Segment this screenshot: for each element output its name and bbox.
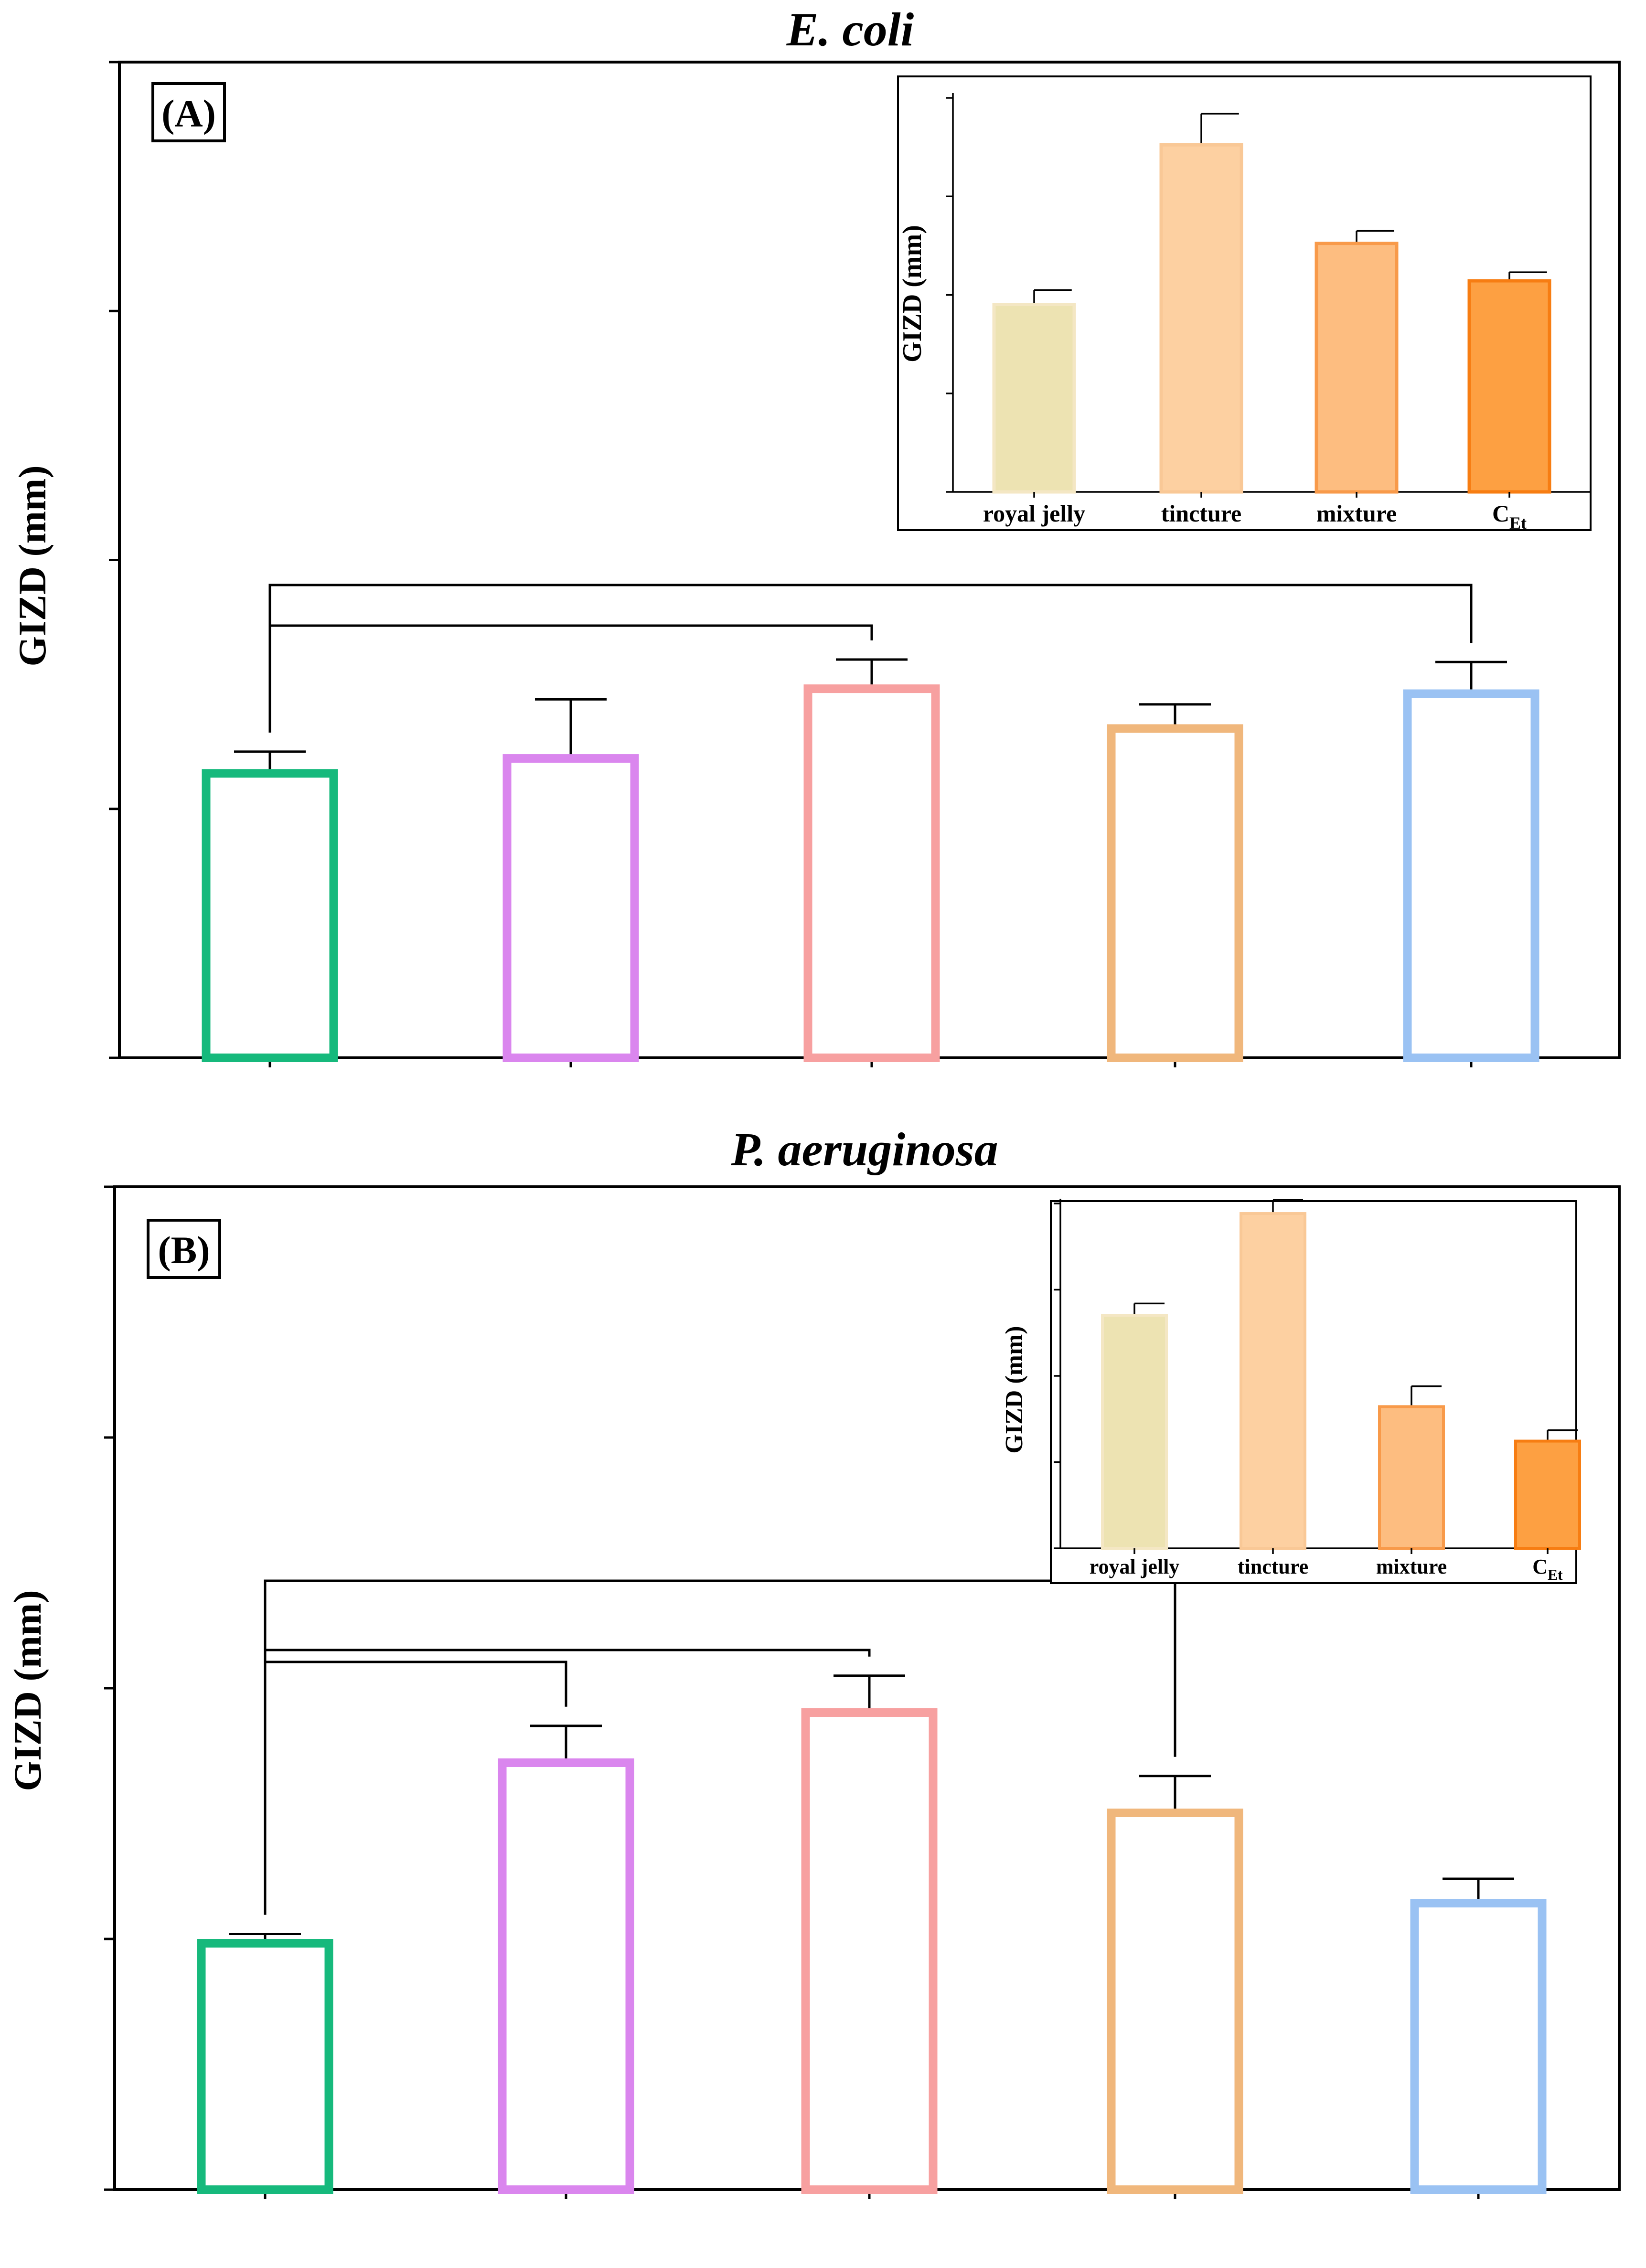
bar-am <box>1410 1899 1547 2194</box>
panel-b-y-axis-label: GIZD (mm) <box>6 1590 49 1791</box>
inset-x-label-subscript: Et <box>1548 1566 1563 1583</box>
inset-x-label-cet: CEt <box>1532 1555 1563 1583</box>
panel-b-tag: (B) <box>158 1228 210 1272</box>
panel-a-y-ticks <box>109 61 119 1059</box>
inset-x-label-text: tincture <box>1161 500 1241 527</box>
inset-x-label-tincture: tincture <box>1238 1555 1308 1578</box>
inset-bar-cet <box>1467 279 1551 494</box>
inset-x-label-text: mixture <box>1316 500 1397 527</box>
inset-x-label-mixture: mixture <box>1376 1555 1447 1578</box>
inset-bar-mixture <box>1315 242 1399 494</box>
bar-a <box>197 1939 333 2194</box>
panel-b-tag-box: (B) <box>147 1219 221 1279</box>
bar-ah <box>502 754 639 1062</box>
bar-ap <box>803 684 940 1062</box>
panel-b-inset-x-labels: royal jelly tincture mixture CEt <box>1090 1548 1563 1583</box>
panel-b-bars <box>197 1674 1547 2194</box>
inset-x-label-text: royal jelly <box>983 500 1085 527</box>
panel-a-significance <box>268 584 1473 733</box>
panel-a-tag: (A) <box>161 92 216 135</box>
panel-a-inset-y-label: GIZD (mm) <box>898 225 927 362</box>
inset-x-label-subscript: Et <box>1509 513 1527 532</box>
panel-b-inset: GIZD (mm) royal jelly tincture mixture CEt <box>1001 1199 1581 1584</box>
bar-ap <box>801 1708 938 2194</box>
inset-bar-mixture <box>1378 1405 1445 1550</box>
panel-b-significance <box>264 1579 1176 1915</box>
inset-x-label-royal-jelly: royal jelly <box>983 500 1085 527</box>
sig-bracket-a-ah <box>264 1661 567 1915</box>
bar-arj <box>1107 1809 1243 2194</box>
panel-a-inset-bars <box>992 113 1551 494</box>
inset-x-label-tincture: tincture <box>1161 500 1241 527</box>
inset-x-label-text: tincture <box>1238 1555 1308 1578</box>
inset-x-label-cet: CEt <box>1492 500 1527 532</box>
bar-arj <box>1107 724 1243 1062</box>
inset-bar-cet <box>1514 1439 1581 1550</box>
bar-ah <box>498 1758 634 2194</box>
inset-x-label-text: C <box>1492 500 1509 527</box>
inset-x-label-text: C <box>1532 1555 1548 1578</box>
bar-a <box>202 769 338 1062</box>
panel-a-ecoli: E. coli GIZD (mm) (A) GIZD (mm) royal je… <box>11 3 1621 1067</box>
inset-x-label-text: royal jelly <box>1090 1555 1180 1578</box>
panel-a-title: E. coli <box>786 3 914 56</box>
panel-a-inset-x-labels: royal jelly tincture mixture CEt <box>983 492 1527 532</box>
panel-b-inset-y-label: GIZD (mm) <box>1001 1326 1028 1453</box>
panel-a-bars <box>202 658 1539 1063</box>
inset-bar-tincture <box>1240 1212 1306 1550</box>
panel-a-tag-box: (A) <box>151 82 226 142</box>
inset-x-label-text: mixture <box>1376 1555 1447 1578</box>
panel-b-y-ticks <box>104 1185 115 2191</box>
inset-x-label-mixture: mixture <box>1316 500 1397 527</box>
inset-bar-royal-jelly <box>1101 1314 1168 1550</box>
inset-bar-tincture <box>1159 143 1243 494</box>
bar-am <box>1403 689 1539 1063</box>
sig-bracket-a-am <box>268 584 1473 733</box>
panel-a-y-axis-label: GIZD (mm) <box>11 465 54 666</box>
inset-bar-royal-jelly <box>992 303 1076 494</box>
sig-bracket-a-arj <box>264 1579 1176 1915</box>
panel-b-inset-bars <box>1101 1199 1581 1550</box>
panel-b-title: P. aeruginosa <box>730 1123 998 1176</box>
panel-b-paeruginosa: P. aeruginosa GIZD (mm) (B) GIZD (mm) ro… <box>6 1123 1621 2199</box>
panel-a-inset: GIZD (mm) royal jelly tincture mixture CEt <box>897 75 1592 532</box>
inset-x-label-royal-jelly: royal jelly <box>1090 1555 1180 1578</box>
